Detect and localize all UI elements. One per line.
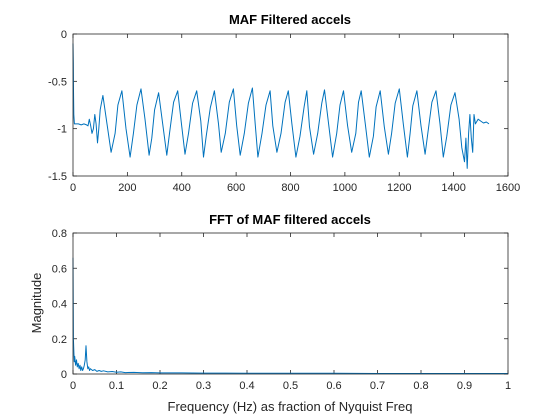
chart-1-x-ticks: 0 200 400 600 800 1000 1200 1400 1600	[70, 34, 520, 194]
x-tick-label: 0.2	[152, 380, 167, 392]
chart-2: FFT of MAF filtered accels 0 0.1 0.2 0.3 0.4…	[29, 212, 511, 414]
chart-1-series-line	[72, 43, 490, 169]
chart-2-axes-box	[72, 232, 509, 375]
chart-1-title: MAF Filtered accels	[229, 12, 351, 27]
y-tick-label: 0.2	[52, 334, 67, 346]
y-tick-label: -1	[57, 124, 67, 136]
x-tick-label: 600	[227, 182, 245, 194]
y-tick-label: -0.5	[48, 76, 67, 88]
y-tick-label: 0.4	[52, 299, 67, 311]
y-tick-label: 0.8	[52, 228, 67, 240]
x-tick-label: 1200	[387, 182, 411, 194]
x-tick-label: 1000	[333, 182, 357, 194]
x-tick-label: 0.6	[326, 380, 341, 392]
y-tick-label: 0	[61, 29, 67, 41]
x-tick-label: 1600	[496, 182, 520, 194]
y-tick-label: -1.5	[48, 171, 67, 183]
chart-1-axes-box	[72, 33, 509, 177]
chart-1-plot-area	[73, 34, 508, 176]
chart-2-title: FFT of MAF filtered accels	[209, 212, 371, 227]
chart-2-series-line	[72, 257, 508, 374]
x-tick-label: 0.9	[457, 380, 472, 392]
x-tick-label: 1	[505, 380, 511, 392]
x-tick-label: 0.3	[196, 380, 211, 392]
x-tick-label: 800	[281, 182, 299, 194]
x-tick-label: 200	[118, 182, 136, 194]
chart-1: MAF Filtered accels 0 200 400 600 800 1000 120…	[48, 12, 520, 194]
chart-2-y-axis-label: Magnitude	[29, 273, 44, 334]
x-tick-label: 0	[70, 380, 76, 392]
x-tick-label: 400	[173, 182, 191, 194]
chart-2-x-axis-label: Frequency (Hz) as fraction of Nyquist Fr…	[168, 399, 413, 414]
x-tick-label: 0	[70, 182, 76, 194]
chart-2-plot-area	[73, 233, 508, 374]
chart-1-y-ticks: 0 -0.5 -1 -1.5	[48, 29, 508, 183]
x-tick-label: 1400	[441, 182, 465, 194]
x-tick-label: 0.5	[283, 380, 298, 392]
y-tick-label: 0	[61, 369, 67, 381]
chart-2-x-ticks: 0 0.1 0.2 0.3 0.4 0.5 0.6 0.7 0.8 0.9 1	[70, 233, 511, 392]
y-tick-label: 0.6	[52, 263, 67, 275]
x-tick-label: 0.1	[109, 380, 124, 392]
x-tick-label: 0.8	[413, 380, 428, 392]
x-tick-label: 0.7	[370, 380, 385, 392]
x-tick-label: 0.4	[239, 380, 254, 392]
